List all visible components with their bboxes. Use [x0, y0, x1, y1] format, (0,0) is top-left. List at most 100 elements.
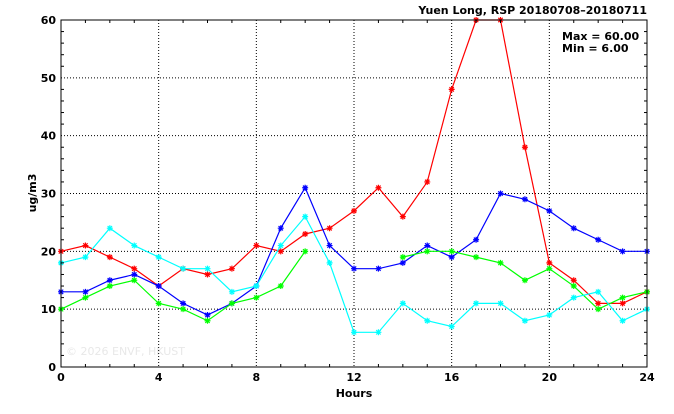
- data-point: [204, 317, 211, 324]
- data-point: [253, 294, 260, 301]
- data-point: [131, 265, 138, 272]
- data-point: [302, 248, 309, 255]
- data-point: [106, 277, 113, 284]
- data-point: [546, 265, 553, 272]
- data-point: [570, 294, 577, 301]
- data-point: [448, 323, 455, 330]
- data-point: [424, 317, 431, 324]
- data-point: [375, 329, 382, 336]
- data-point: [375, 184, 382, 191]
- data-point: [473, 254, 480, 261]
- data-point: [277, 283, 284, 290]
- chart-title: Yuen Long, RSP 20180708–20180711: [417, 4, 647, 17]
- data-point: [326, 225, 333, 232]
- data-point: [106, 283, 113, 290]
- data-point: [131, 271, 138, 278]
- data-point: [521, 317, 528, 324]
- data-point: [619, 300, 626, 307]
- data-point: [473, 300, 480, 307]
- data-point: [155, 254, 162, 261]
- data-point: [424, 248, 431, 255]
- y-tick-label: 50: [41, 72, 57, 85]
- data-point: [253, 283, 260, 290]
- data-point: [228, 300, 235, 307]
- y-tick-label: 30: [41, 188, 57, 201]
- y-tick-label: 10: [41, 303, 57, 316]
- plot-frame: [60, 19, 648, 368]
- data-point: [595, 236, 602, 243]
- data-point: [204, 311, 211, 318]
- data-point: [155, 283, 162, 290]
- data-point: [302, 213, 309, 220]
- data-point: [570, 283, 577, 290]
- data-point: [326, 242, 333, 249]
- data-point: [204, 265, 211, 272]
- data-point: [375, 265, 382, 272]
- grid: [61, 20, 647, 367]
- data-point: [82, 254, 89, 261]
- data-point: [497, 259, 504, 266]
- data-point: [131, 242, 138, 249]
- data-point: [448, 254, 455, 261]
- data-point: [619, 317, 626, 324]
- x-tick-label: 8: [253, 371, 261, 384]
- y-tick-label: 0: [48, 361, 56, 374]
- data-point: [619, 248, 626, 255]
- series-line: [60, 250, 648, 322]
- series-3: [58, 248, 650, 324]
- data-point: [204, 271, 211, 278]
- data-point: [131, 277, 138, 284]
- data-point: [351, 265, 357, 272]
- data-point: [277, 225, 284, 232]
- data-point: [546, 311, 553, 318]
- max-stat: Max = 60.00: [562, 30, 639, 43]
- data-point: [155, 300, 162, 307]
- data-point: [448, 86, 455, 93]
- data-point: [546, 259, 553, 266]
- data-point: [521, 277, 528, 284]
- ticks: 0 4 8 12 16 20 24 0 10 20 30 40 50 60: [41, 14, 655, 384]
- y-tick-label: 40: [41, 130, 57, 143]
- data-point: [106, 254, 113, 261]
- x-tick-label: 0: [57, 371, 65, 384]
- data-point: [180, 306, 187, 313]
- data-point: [424, 242, 431, 249]
- watermark: © 2026 ENVF, HKUST: [66, 345, 185, 358]
- data-point: [570, 225, 577, 232]
- data-point: [253, 242, 260, 249]
- x-tick-label: 4: [155, 371, 163, 384]
- data-point: [277, 242, 284, 249]
- data-point: [180, 300, 187, 307]
- data-point: [351, 207, 357, 214]
- data-point: [521, 196, 528, 203]
- data-point: [326, 259, 333, 266]
- data-point: [399, 254, 406, 261]
- data-point: [302, 184, 309, 191]
- data-point: [521, 144, 528, 151]
- x-tick-label: 20: [542, 371, 558, 384]
- y-axis-label: ug/m3: [26, 174, 39, 213]
- data-point: [448, 248, 455, 255]
- y-tick-label: 60: [41, 14, 57, 27]
- series-layer: [58, 17, 650, 336]
- data-point: [180, 265, 187, 272]
- data-point: [399, 213, 406, 220]
- data-point: [82, 242, 89, 249]
- data-point: [595, 306, 602, 313]
- data-point: [399, 259, 406, 266]
- data-point: [399, 300, 406, 307]
- data-point: [570, 277, 577, 284]
- data-point: [277, 248, 284, 255]
- data-point: [302, 230, 309, 237]
- x-tick-label: 24: [639, 371, 655, 384]
- data-point: [228, 265, 235, 272]
- data-point: [473, 236, 480, 243]
- min-stat: Min = 6.00: [562, 42, 629, 55]
- data-point: [595, 300, 602, 307]
- data-point: [497, 190, 504, 197]
- data-point: [595, 288, 602, 295]
- data-point: [82, 288, 89, 295]
- data-point: [546, 207, 553, 214]
